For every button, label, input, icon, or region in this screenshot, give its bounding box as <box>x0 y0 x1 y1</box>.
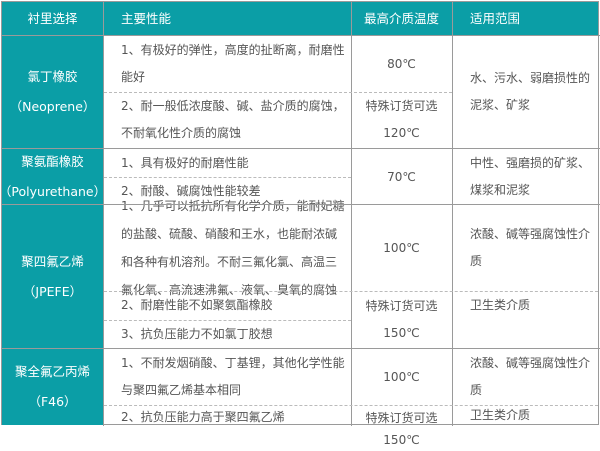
temp-note: 特殊订货可选 <box>365 411 438 425</box>
property-cell: 1、具有极好的耐磨性能 <box>121 155 249 170</box>
temp-cell: 特殊订货可选 150℃ <box>351 291 452 349</box>
scope-cell: 中性、强磨损的矿浆、煤浆和泥浆 <box>470 156 591 197</box>
temp-note: 特殊订货可选 <box>365 299 438 313</box>
material-code: （Neoprene） <box>9 99 96 114</box>
header-scope: 适用范围 <box>452 2 598 35</box>
scope-cell: 卫生类介质 <box>470 298 531 312</box>
property-cell: 1、几乎可以抵抗所有化学介质，能耐妃糖的盐酸、硫酸、硝酸和王水，也能耐浓碱和各种… <box>121 199 345 297</box>
property-cell: 1、有极好的弹性，高度的扯断离，耐磨性能好 <box>121 43 345 84</box>
temp-cell: 100℃ <box>383 240 420 255</box>
temp-cell: 100℃ <box>383 369 420 384</box>
divider <box>2 148 600 149</box>
divider <box>2 204 600 205</box>
scope-cell: 浓酸、碱等强腐蚀性介质 <box>470 227 591 268</box>
material-name: 氯丁橡胶 <box>27 69 78 84</box>
property-cell: 2、耐酸、碱腐蚀性能较差 <box>121 183 261 198</box>
material-polyurethane: 聚氨酯橡胶 （Polyurethane） <box>0 149 107 204</box>
material-neoprene: 氯丁橡胶 （Neoprene） <box>2 36 103 148</box>
divider <box>2 35 600 36</box>
material-code: （F46） <box>28 394 77 409</box>
material-ptfe: 聚四氟乙烯 （JPEFE） <box>2 205 103 348</box>
header-properties: 主要性能 <box>103 2 351 35</box>
dashed-divider <box>104 405 598 406</box>
scope-cell: 水、污水、弱磨损性的泥浆、矿浆 <box>470 71 591 112</box>
dashed-divider <box>104 177 351 178</box>
header-max-temp: 最高介质温度 <box>351 2 452 35</box>
property-cell: 3、抗负压能力不如氯丁胶想 <box>121 327 273 341</box>
material-name: 聚全氟乙丙烯 <box>14 364 90 379</box>
temp-cell: 特殊订货可选 120℃ <box>351 92 452 148</box>
divider <box>2 348 600 349</box>
temp-value: 120℃ <box>383 126 420 140</box>
temp-cell: 70℃ <box>387 169 416 184</box>
material-name: 聚氨酯橡胶 <box>21 153 84 169</box>
property-cell: 2、耐磨性能不如聚氨酯橡胶 <box>121 298 273 312</box>
temp-cell: 80℃ <box>387 56 416 71</box>
scope-cell: 卫生类介质 <box>470 407 531 422</box>
temp-cell: 特殊订货可选 150℃ <box>351 405 452 447</box>
divider <box>103 2 104 426</box>
header-lining: 衬里选择 <box>2 2 103 35</box>
scope-cell: 浓酸、碱等强腐蚀性介质 <box>470 356 591 397</box>
property-cell: 2、抗负压能力高于聚四氟乙烯 <box>121 410 285 424</box>
temp-note: 特殊订货可选 <box>365 99 438 113</box>
temp-value: 150℃ <box>383 433 420 447</box>
divider <box>452 2 453 426</box>
material-f46: 聚全氟乙丙烯 （F46） <box>2 349 103 425</box>
material-name: 聚四氟乙烯 <box>21 253 84 269</box>
divider <box>351 2 352 426</box>
property-cell: 1、不耐发烟硝酸、丁基锂，其他化学性能与聚四氟乙烯基本相同 <box>121 356 345 397</box>
dashed-divider <box>104 92 452 93</box>
material-code: （Polyurethane） <box>0 183 107 199</box>
dashed-divider <box>104 291 598 292</box>
property-cell: 2、耐一般低浓度酸、碱、盐介质的腐蚀，不耐氧化性介质的腐蚀 <box>121 99 345 140</box>
dashed-divider <box>104 320 351 321</box>
temp-value: 150℃ <box>383 326 420 340</box>
material-code: （JPEFE） <box>22 283 83 299</box>
